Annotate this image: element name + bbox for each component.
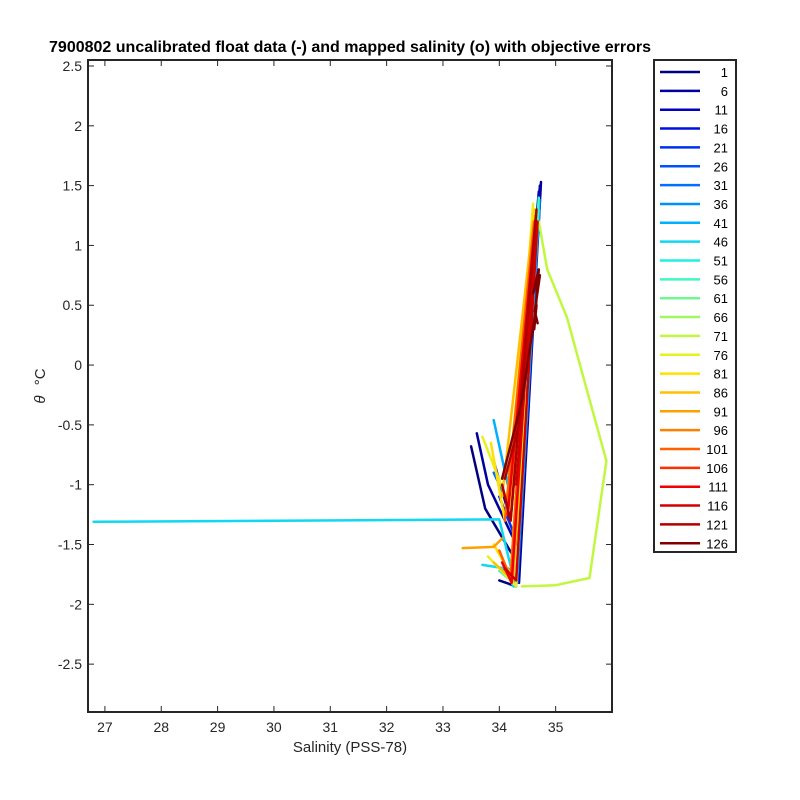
- y-tick-label: 2.5: [63, 58, 83, 74]
- y-axis: -2.5 -2 -1.5 -1 -0.5 0 0.5 1 1.5 2 2.5: [58, 58, 612, 672]
- legend-entry-label: 21: [714, 140, 728, 155]
- y-tick-label: 1: [74, 237, 82, 253]
- legend-entry-label: 61: [714, 291, 728, 306]
- legend-entry-label: 11: [715, 103, 729, 118]
- y-tick-label: -2.5: [58, 656, 82, 672]
- legend-entry-label: 116: [707, 499, 728, 514]
- legend-entry-label: 91: [714, 404, 728, 419]
- legend-entry-label: 46: [714, 235, 728, 250]
- legend-entry-label: 71: [714, 329, 728, 344]
- x-tick-label: 31: [322, 719, 338, 735]
- legend-entry-label: 51: [714, 254, 728, 269]
- series-line-13: [461, 537, 504, 550]
- series-line-6: [92, 518, 512, 568]
- series-group: [92, 180, 608, 588]
- x-tick-label: 32: [379, 719, 395, 735]
- legend-entry-label: 16: [714, 122, 728, 137]
- y-tick-label: -2: [70, 596, 83, 612]
- legend-entry-label: 96: [714, 423, 728, 438]
- legend-entry-label: 106: [706, 461, 728, 476]
- legend: 1611162126313641465156616671768186919610…: [653, 59, 737, 553]
- legend-entry-label: 6: [721, 84, 728, 99]
- series-line-16: [503, 220, 539, 582]
- y-tick-label: 0: [74, 357, 82, 373]
- legend-entry-label: 26: [714, 159, 728, 174]
- plot-background: [88, 60, 612, 712]
- legend-entry-label: 101: [706, 442, 728, 457]
- y-axis-label: θ °C: [32, 368, 49, 403]
- x-tick-label: 27: [97, 719, 113, 735]
- legend-entry-label: 41: [714, 216, 728, 231]
- x-tick-label: 34: [492, 719, 508, 735]
- series-line-17: [500, 208, 538, 522]
- x-tick-label: 30: [266, 719, 282, 735]
- plot-frame: [87, 59, 613, 713]
- y-tick-label: 1.5: [63, 178, 83, 194]
- svg-text:θ °C: θ °C: [32, 368, 49, 403]
- legend-entry-label: 121: [706, 517, 728, 532]
- chart-title: 7900802 uncalibrated float data (-) and …: [49, 39, 651, 56]
- plot-area: 27 28 29 30 31 32 33 34 35 -2.5 -2 -1.5 -1 -0.5 0 0.5 1…: [58, 58, 613, 735]
- legend-entry-label: 111: [708, 480, 728, 495]
- x-axis: 27 28 29 30 31 32 33 34 35: [97, 60, 564, 735]
- legend-entry-label: 86: [714, 385, 728, 400]
- legend-entry-label: 76: [714, 348, 728, 363]
- y-tick-label: -1.5: [58, 537, 82, 553]
- series-line-9: [520, 220, 608, 588]
- y-tick-label: 2: [74, 118, 82, 134]
- legend-entry-label: 1: [721, 65, 728, 80]
- y-axis-label-symbol: θ: [32, 395, 49, 403]
- legend-entry-label: 66: [714, 310, 728, 325]
- legend-entry-label: 126: [706, 536, 728, 551]
- y-tick-label: -0.5: [58, 417, 82, 433]
- y-tick-label: -1: [70, 477, 83, 493]
- x-tick-label: 28: [153, 719, 169, 735]
- legend-entry-label: 31: [714, 178, 728, 193]
- legend-box: [653, 59, 737, 553]
- x-tick-label: 33: [435, 719, 451, 735]
- y-axis-label-unit: °C: [32, 368, 49, 385]
- y-tick-label: 0.5: [63, 297, 83, 313]
- x-axis-label: Salinity (PSS-78): [293, 739, 407, 756]
- series-line-18: [500, 268, 542, 480]
- x-tick-label: 35: [548, 719, 564, 735]
- legend-entry-label: 56: [714, 272, 728, 287]
- x-tick-label: 29: [210, 719, 226, 735]
- legend-entry-label: 81: [714, 367, 728, 382]
- legend-entry-label: 36: [714, 197, 728, 212]
